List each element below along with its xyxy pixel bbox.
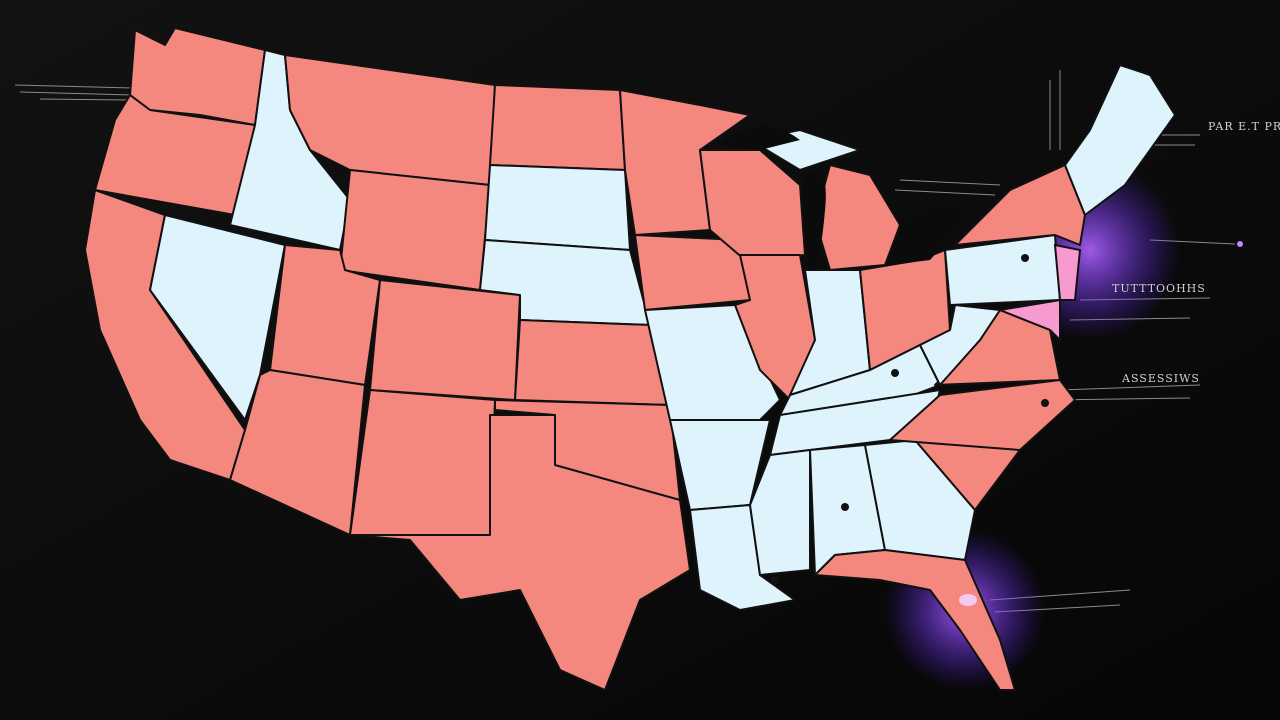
lake <box>720 126 800 150</box>
state <box>339 169 491 291</box>
state <box>734 254 816 401</box>
dot <box>891 369 899 377</box>
states <box>84 27 1176 691</box>
state <box>489 84 626 171</box>
state <box>749 449 811 576</box>
state <box>996 298 1061 343</box>
dot <box>1021 254 1029 262</box>
lakes <box>720 126 970 270</box>
state <box>814 549 1016 691</box>
dots <box>771 254 1049 584</box>
highlight <box>959 594 977 606</box>
dot <box>771 576 779 584</box>
lake <box>890 203 970 265</box>
label: PAR E.T PRO <box>1208 120 1280 133</box>
label: ASSESSIWS <box>1121 372 1200 385</box>
dot <box>841 503 849 511</box>
lake <box>803 171 826 270</box>
state <box>349 389 496 536</box>
label: TUTTTOOHHS <box>1112 282 1206 295</box>
state <box>149 214 286 421</box>
state <box>889 379 1076 451</box>
state <box>484 164 631 251</box>
state <box>514 319 671 406</box>
state <box>349 414 691 691</box>
state <box>229 369 366 536</box>
dot <box>1041 399 1049 407</box>
state <box>1064 64 1176 216</box>
glow-dot <box>1237 241 1243 247</box>
state <box>1053 243 1082 301</box>
state <box>369 279 521 401</box>
